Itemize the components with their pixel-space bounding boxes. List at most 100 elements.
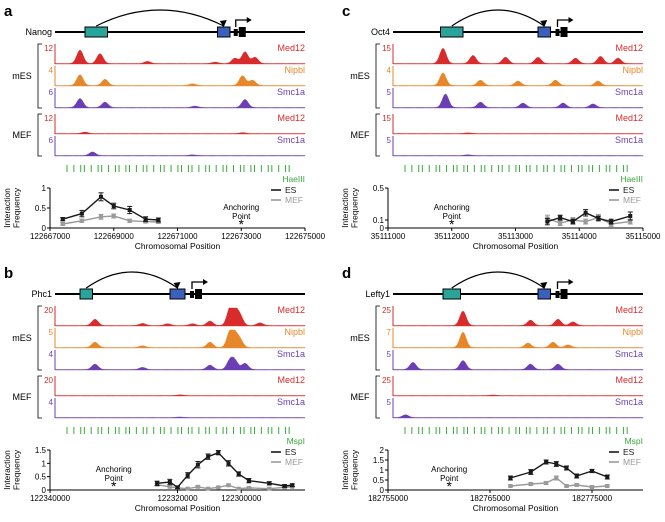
legend-label: ES [623, 447, 635, 457]
series-line [510, 461, 608, 479]
track-signal [54, 131, 306, 135]
group-label-mef: MEF [351, 130, 371, 140]
legend-label: MEF [623, 195, 641, 205]
data-point [554, 476, 559, 480]
track-signal [54, 98, 306, 109]
data-point [544, 460, 549, 464]
chip-track: 15 Med12 [382, 43, 644, 65]
track-label: Smc1a [615, 87, 643, 97]
exon-box [238, 27, 246, 37]
tss-arrow [556, 19, 572, 27]
anchor-label: Anchoring Point [434, 203, 470, 221]
y-tick-label: 1 [42, 184, 47, 193]
data-point [590, 469, 594, 473]
y-tick-label: 0 [380, 224, 385, 233]
promoter-box [537, 26, 551, 38]
anchor-marker: * [449, 216, 455, 232]
chip-track: 6 Smc1a [49, 135, 306, 157]
track-signal [392, 48, 644, 65]
data-point [167, 480, 172, 484]
track-label: Smc1a [615, 135, 643, 145]
legend-label: MEF [285, 195, 303, 205]
enzyme-label: HaeIII [620, 174, 643, 184]
series-mef [507, 475, 610, 489]
data-point [528, 482, 533, 486]
data-point [564, 466, 569, 470]
data-point [246, 485, 251, 490]
data-point [596, 216, 601, 221]
promoter-box [537, 288, 551, 300]
data-point [609, 219, 614, 224]
anchor-marker: * [446, 478, 452, 494]
track-label: Med12 [277, 113, 305, 123]
legend-label: MEF [623, 457, 641, 467]
data-point [267, 486, 272, 491]
track-signal [392, 72, 644, 87]
legend-label: MEF [285, 457, 303, 467]
data-point [216, 450, 221, 455]
data-point [583, 210, 588, 215]
exon-box [560, 27, 568, 37]
x-tick-label: 182755000 [368, 494, 409, 503]
panel-a: a Nanog 12 Med12 4 Nipbl 6 Smc1a 12 Med12 6 Smc1a mE… [2, 3, 326, 251]
data-point [628, 219, 633, 224]
chip-track: 20 Med12 [44, 375, 306, 397]
track-label: Smc1a [277, 87, 305, 97]
track-scale: 6 [49, 136, 54, 145]
track-scale: 5 [387, 350, 392, 359]
data-point [79, 218, 84, 223]
track-scale: 5 [387, 88, 392, 97]
series-line [510, 477, 608, 488]
track-label: Nipbl [622, 327, 643, 337]
group-label-mes: mES [350, 333, 370, 343]
series-es [544, 209, 633, 226]
x-tick-label: 122675000 [285, 232, 326, 241]
y-tick-label: 1 [42, 459, 47, 468]
group-label-mes: mES [12, 333, 32, 343]
data-point [167, 484, 172, 489]
data-point [564, 484, 569, 488]
panel-b: b Phc1 20 Med12 5 Nipbl 4 Smc1a 20 Med12 4 Smc1a mES… [2, 265, 306, 513]
track-signal [392, 414, 644, 419]
group-bracket [375, 113, 380, 157]
track-signal [54, 307, 306, 327]
enhancer-box [84, 26, 108, 38]
exon-box [555, 29, 560, 36]
track-label: Med12 [615, 305, 643, 315]
data-point [226, 461, 231, 466]
track-signal [392, 132, 644, 135]
track-label: Med12 [277, 43, 305, 53]
interaction-chart: 0 0.5 1 122667000 122669000 122671000 12267300… [2, 184, 326, 251]
group-label-mes: mES [12, 71, 32, 81]
data-point [574, 483, 579, 487]
panel-c: c Oct4 15 Med12 4 Nipbl 5 Smc1a 15 Med12 5 Smc1a mES… [340, 3, 661, 251]
y-axis-label: InteractionFrequency [340, 449, 359, 490]
x-tick-label: 35115000 [626, 232, 662, 241]
enhancer-box [79, 288, 93, 300]
data-point [175, 485, 180, 490]
group-label-mes: mES [350, 71, 370, 81]
track-label: Nipbl [284, 65, 305, 75]
track-scale: 7 [387, 328, 392, 337]
data-point [111, 204, 116, 208]
x-tick-label: 122340000 [30, 494, 71, 503]
interaction-chart: 00.1 0.5 35111000 35112000 35113000 35114000 3… [340, 184, 661, 251]
exon-box [233, 29, 238, 36]
loop-arc [451, 9, 545, 27]
x-tick-label: 122673000 [221, 232, 262, 241]
group-bracket [375, 305, 380, 371]
x-axis-label: Chromosomal Position [135, 241, 221, 251]
exon-box [560, 289, 568, 299]
track-label: Med12 [615, 113, 643, 123]
x-tick-label: 122320000 [157, 494, 198, 503]
track-signal [392, 154, 644, 157]
track-scale: 25 [382, 306, 391, 315]
track-signal [54, 394, 306, 397]
y-tick-label: 0.5 [35, 473, 47, 482]
chip-track: 4 Smc1a [49, 349, 306, 371]
data-point [185, 473, 190, 478]
data-point [544, 481, 549, 485]
data-point [605, 475, 610, 479]
gene-name: Lefty1 [365, 289, 390, 299]
